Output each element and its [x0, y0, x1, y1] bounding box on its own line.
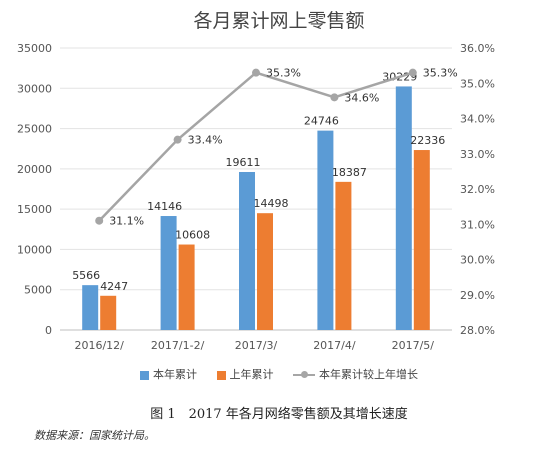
legend-label-previous-year: 上年累计	[229, 368, 274, 381]
bar-value-label: 22336	[410, 134, 445, 147]
line-point	[330, 93, 339, 102]
bar	[82, 285, 99, 330]
line-value-label: 34.6%	[344, 91, 379, 104]
right-axis-tick-label: 35.0%	[460, 77, 495, 90]
legend-label-growth: 本年累计较上年增长	[319, 368, 418, 381]
line-value-label: 31.1%	[109, 215, 144, 228]
x-axis-tick-label: 2017/5/	[392, 339, 435, 352]
bar-value-label: 18387	[332, 166, 367, 179]
legend-swatch-previous-year	[216, 370, 226, 380]
x-axis-tick-label: 2016/12/	[74, 339, 124, 352]
left-axis-tick-label: 0	[45, 324, 52, 337]
right-axis-tick-label: 33.0%	[460, 148, 495, 161]
bar	[160, 216, 177, 330]
line-value-label: 35.3%	[266, 67, 301, 80]
bar	[239, 171, 255, 330]
line-point	[408, 68, 417, 77]
source-note: 数据来源：国家统计局。	[34, 429, 155, 442]
right-axis-tick-label: 32.0%	[460, 183, 495, 196]
bar	[413, 150, 430, 330]
right-axis-tick-label: 28.0%	[460, 324, 495, 337]
line-point	[95, 216, 104, 225]
bar-value-label: 10608	[175, 229, 210, 242]
left-axis-tick-label: 10000	[17, 243, 52, 256]
chart-title: 各月累计网上零售额	[193, 10, 365, 32]
bar	[257, 213, 273, 330]
right-axis-tick-label: 31.0%	[460, 218, 495, 231]
legend-swatch-current-year	[140, 370, 149, 380]
left-axis-tick-label: 20000	[17, 163, 52, 176]
bar	[100, 295, 117, 330]
left-axis-tick-label: 5000	[24, 284, 52, 297]
bar	[395, 86, 412, 330]
bar-value-label: 4247	[100, 280, 128, 293]
bar	[178, 244, 195, 330]
legend-line-marker-growth	[293, 371, 315, 378]
left-axis-tick-label: 25000	[17, 123, 52, 136]
legend-item-current-year: 本年累计	[140, 366, 197, 382]
right-axis-tick-label: 34.0%	[460, 113, 495, 126]
line-value-label: 35.3%	[423, 67, 458, 80]
x-axis-tick-label: 2017/3/	[235, 339, 278, 352]
chart-legend: 本年累计 上年累计 本年累计较上年增长	[0, 366, 558, 382]
figure-caption: 图 1 2017 年各月网络零售额及其增长速度	[150, 407, 408, 422]
bar-value-label: 14498	[254, 197, 289, 210]
right-axis-tick-label: 29.0%	[460, 289, 495, 302]
legend-item-growth: 本年累计较上年增长	[293, 366, 418, 382]
line-value-label: 33.4%	[188, 134, 223, 147]
bar-value-label: 14146	[147, 200, 182, 213]
line-point	[252, 68, 260, 77]
right-axis-tick-label: 36.0%	[460, 42, 495, 55]
legend-label-current-year: 本年累计	[153, 368, 197, 381]
x-axis-tick-label: 2017/4/	[313, 339, 356, 352]
bar-value-label: 24746	[304, 115, 339, 128]
right-axis-tick-label: 30.0%	[460, 254, 495, 267]
bar	[335, 181, 352, 330]
left-axis-tick-label: 35000	[17, 42, 52, 55]
left-axis-tick-label: 15000	[17, 203, 52, 216]
left-axis-tick-label: 30000	[17, 82, 52, 95]
line-point	[173, 135, 182, 144]
x-axis-tick-label: 2017/1-2/	[151, 339, 205, 352]
bar	[317, 130, 334, 330]
bar-value-label: 19611	[226, 156, 261, 169]
legend-item-previous-year: 上年累计	[216, 366, 274, 382]
bar-value-label: 5566	[72, 269, 100, 282]
